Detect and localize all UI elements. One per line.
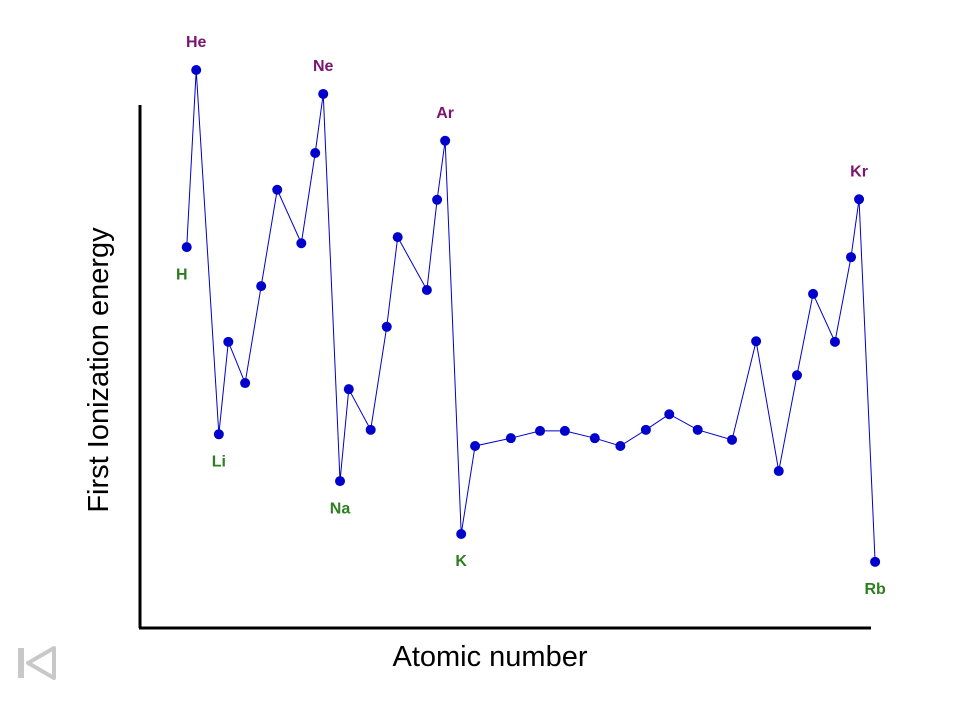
data-point	[589, 433, 600, 444]
data-point	[240, 378, 251, 389]
data-point	[256, 281, 267, 292]
data-point	[213, 429, 224, 440]
data-point	[335, 476, 346, 487]
back-button-bar	[18, 648, 24, 678]
series-line	[186, 69, 876, 562]
data-point	[727, 434, 738, 445]
data-point	[559, 425, 570, 436]
x-axis-title: Atomic number	[392, 641, 587, 673]
point-label: H	[176, 266, 188, 283]
data-point	[296, 238, 307, 249]
point-label: Kr	[850, 163, 868, 180]
data-point	[808, 288, 819, 299]
data-point	[191, 65, 202, 75]
y-axis-title: First Ionization energy	[83, 227, 115, 513]
data-point	[640, 424, 651, 435]
data-point	[505, 433, 516, 444]
data-point	[421, 285, 432, 296]
point-label: Li	[212, 453, 226, 470]
data-point	[751, 336, 762, 347]
data-point	[615, 440, 626, 451]
data-point	[432, 194, 443, 205]
point-label: He	[186, 34, 207, 51]
data-point	[870, 556, 881, 567]
data-point	[343, 384, 354, 395]
data-point	[365, 424, 376, 435]
point-label: Ar	[436, 105, 454, 122]
data-point	[381, 321, 392, 332]
data-point	[470, 440, 481, 451]
data-point	[456, 528, 467, 539]
data-point	[692, 424, 703, 435]
point-label: Na	[330, 500, 351, 517]
data-point	[773, 466, 784, 477]
point-label: Ne	[313, 58, 334, 75]
point-label: K	[455, 553, 467, 570]
data-point	[829, 336, 840, 347]
data-point	[272, 184, 283, 195]
data-point	[792, 370, 802, 381]
data-point	[223, 336, 234, 347]
back-button[interactable]	[18, 646, 56, 680]
data-point	[181, 242, 192, 253]
point-label: Rb	[864, 581, 886, 598]
data-point	[310, 147, 321, 158]
data-point	[854, 194, 865, 205]
data-point	[392, 232, 403, 243]
data-point	[664, 409, 675, 420]
data-point	[535, 425, 546, 436]
back-button-arrow	[26, 646, 56, 680]
data-point	[318, 88, 329, 99]
data-point	[440, 135, 451, 146]
data-point	[846, 252, 857, 263]
